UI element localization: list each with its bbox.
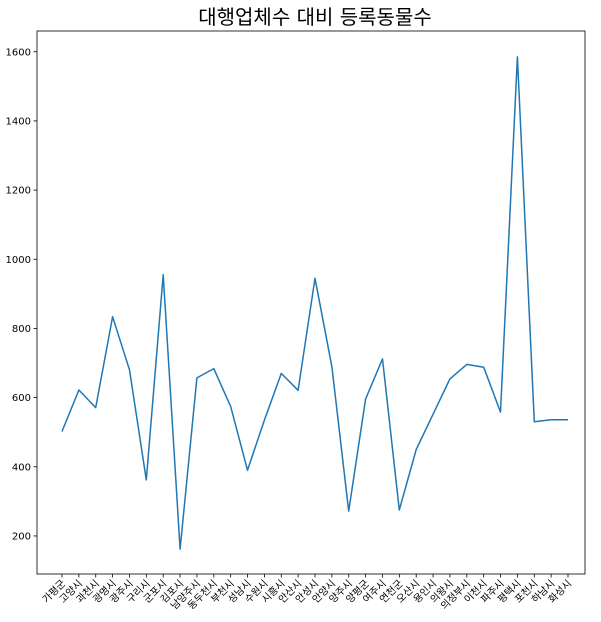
plot-frame	[36, 30, 586, 575]
y-axis: 200 400 600 800 1000 1200 1400 1600	[6, 47, 37, 542]
series-layer	[61, 56, 568, 550]
y-tick-label: 800	[12, 324, 31, 335]
y-tick-label: 1600	[6, 47, 31, 58]
y-tick-label: 400	[12, 462, 31, 473]
y-tick-label: 1400	[6, 116, 31, 127]
series-line	[61, 56, 568, 550]
plot-border	[36, 30, 586, 575]
y-tick-label: 1200	[6, 186, 31, 197]
chart-title: 대행업체수 대비 등록동물수	[198, 5, 432, 29]
y-tick-label: 200	[12, 531, 31, 542]
y-tick-label: 1000	[6, 255, 31, 266]
y-tick-label: 600	[12, 393, 31, 404]
x-axis: 가평군고양시과천시광명시광주시구리시군포시김포시남양주시동두천시부천시성남시수원…	[40, 574, 574, 612]
